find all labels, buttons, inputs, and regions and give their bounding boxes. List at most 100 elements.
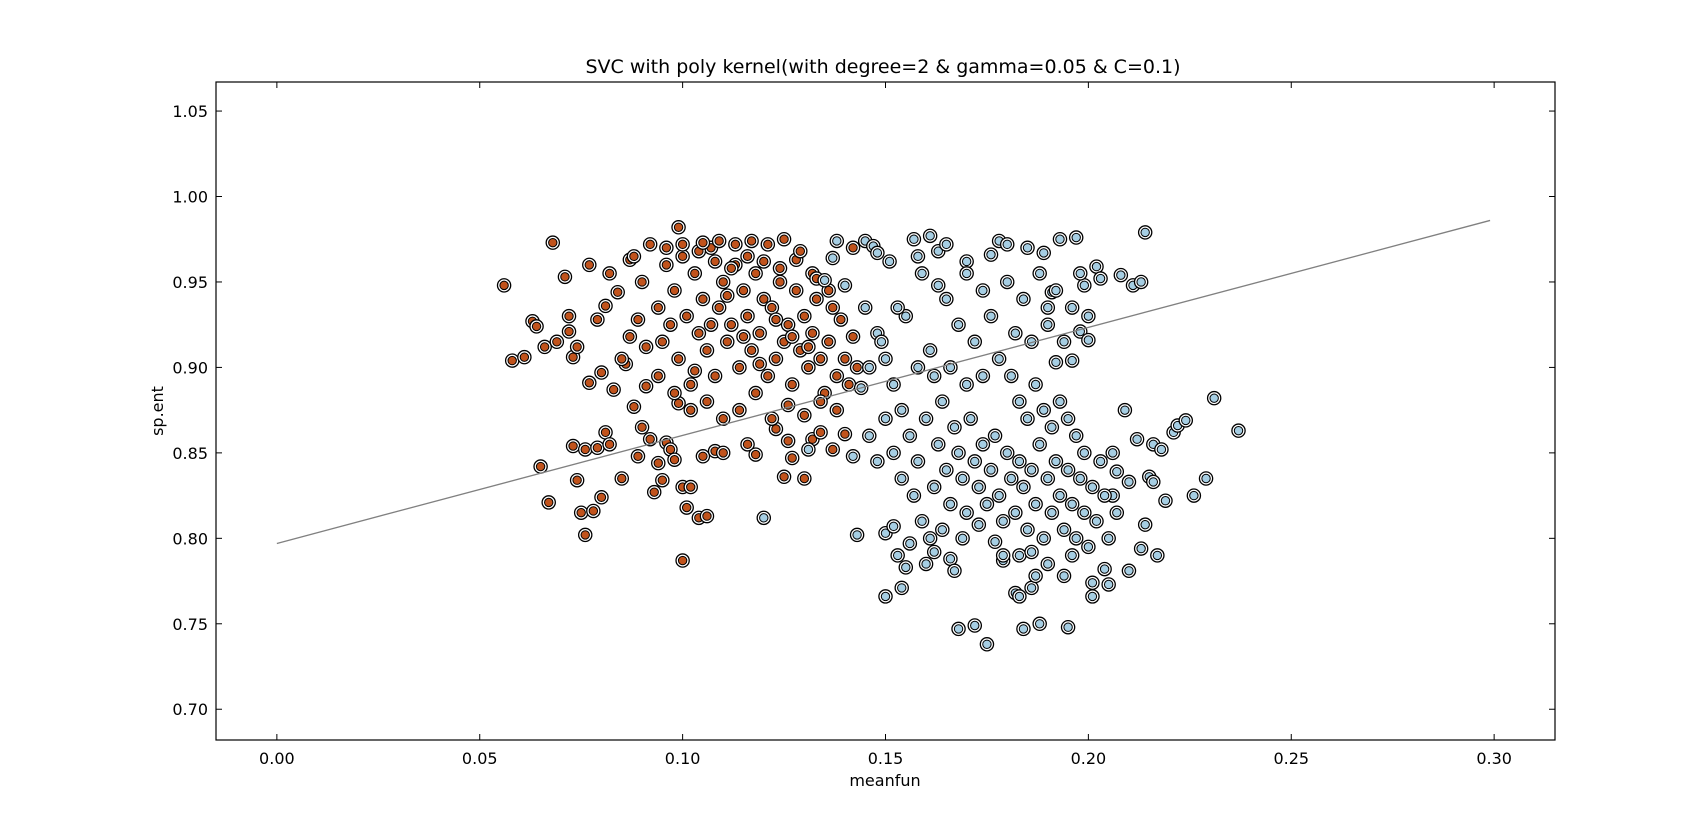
data-point [507, 355, 517, 366]
data-point [568, 352, 578, 362]
data-point [653, 458, 663, 468]
data-point [702, 511, 712, 521]
data-point [1063, 413, 1073, 424]
data-point [978, 285, 988, 296]
data-point [929, 482, 939, 492]
data-point [1002, 448, 1012, 458]
data-point [1132, 434, 1142, 444]
data-point [592, 443, 603, 453]
data-point [531, 321, 542, 332]
data-point [653, 302, 663, 313]
data-point [572, 342, 582, 352]
data-point [998, 516, 1008, 526]
data-point [673, 222, 684, 232]
data-point [872, 248, 883, 258]
data-point [937, 525, 948, 535]
data-point [949, 422, 960, 432]
x-tick-label: 0.10 [665, 749, 701, 768]
data-point [1067, 550, 1077, 561]
data-point [994, 354, 1004, 364]
data-point [803, 342, 814, 352]
data-point [917, 268, 927, 279]
data-point [698, 237, 708, 248]
data-point [1039, 405, 1049, 415]
data-point [1014, 591, 1025, 602]
data-point [1103, 579, 1114, 590]
data-point [730, 239, 741, 250]
data-point [677, 555, 688, 566]
data-point [1022, 525, 1033, 535]
data-point [974, 482, 984, 492]
data-point [742, 251, 753, 262]
data-point [1189, 490, 1199, 501]
data-point [888, 379, 899, 390]
data-point [1099, 564, 1110, 574]
data-point [799, 473, 810, 484]
data-point [807, 328, 818, 338]
data-point [746, 345, 757, 356]
data-point [617, 473, 627, 484]
data-point [953, 448, 964, 458]
decision-boundary-layer [276, 219, 1491, 545]
data-point [961, 268, 972, 279]
data-point [759, 513, 769, 523]
data-point [819, 275, 830, 285]
data-point [1124, 566, 1134, 576]
x-tick-label: 0.20 [1071, 749, 1107, 768]
data-point [1152, 550, 1163, 561]
data-point [832, 371, 842, 381]
data-point [657, 337, 668, 347]
data-point [698, 451, 708, 461]
data-point [1079, 280, 1090, 291]
data-point [832, 405, 842, 415]
data-point [596, 492, 607, 503]
data-point [852, 362, 862, 373]
data-point [832, 236, 842, 246]
data-point [714, 236, 724, 246]
data-point [897, 473, 907, 484]
data-point [669, 285, 680, 296]
data-point [913, 362, 923, 373]
data-point [592, 314, 603, 325]
data-point [604, 439, 615, 450]
data-point [848, 331, 858, 342]
x-tick-label: 0.00 [259, 749, 295, 768]
data-point [897, 405, 907, 415]
data-point [629, 251, 639, 262]
data-point [823, 337, 834, 347]
data-point [750, 449, 761, 460]
data-point [970, 337, 980, 347]
series-0 [496, 220, 865, 568]
data-point [1043, 559, 1053, 569]
data-point [957, 533, 968, 544]
data-point [1051, 285, 1061, 296]
data-point [653, 371, 663, 381]
data-point [941, 239, 952, 250]
data-point [710, 371, 720, 381]
data-point [836, 314, 846, 325]
data-point [876, 337, 887, 347]
data-point [694, 328, 704, 338]
data-point [1181, 415, 1191, 426]
data-point [917, 516, 927, 526]
data-point [815, 354, 826, 364]
data-point [580, 530, 590, 540]
data-point [872, 456, 883, 467]
data-point [1099, 490, 1110, 501]
data-point [880, 413, 891, 424]
data-point [909, 234, 919, 244]
data-point [941, 294, 952, 304]
data-point [1043, 473, 1053, 484]
data-point [775, 263, 785, 273]
data-point [767, 413, 777, 424]
plot-area [216, 82, 1555, 740]
data-point [897, 583, 907, 593]
data-point [1034, 268, 1045, 279]
data-point [564, 311, 574, 321]
data-point [925, 345, 935, 356]
data-point [1047, 422, 1057, 432]
data-point [1148, 477, 1159, 487]
data-point [1002, 277, 1012, 287]
data-point [1006, 371, 1016, 381]
data-point [1047, 507, 1057, 518]
